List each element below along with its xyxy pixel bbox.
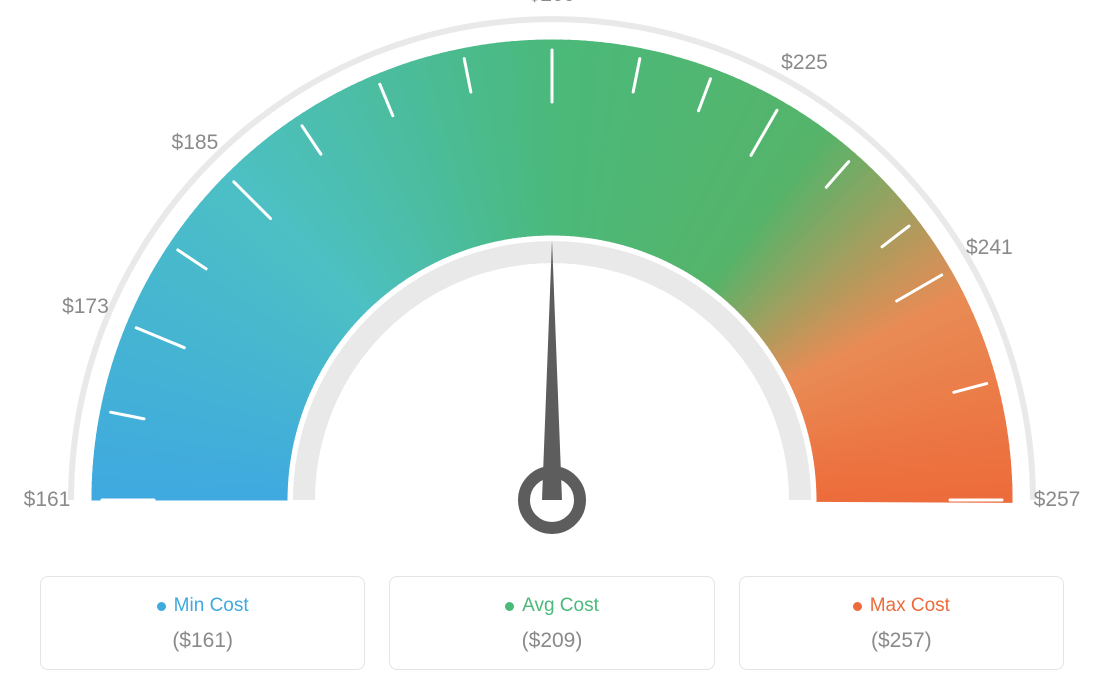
legend-title-min: Min Cost bbox=[157, 595, 249, 617]
legend-title-label: Max Cost bbox=[870, 595, 950, 617]
gauge-tick-label: $185 bbox=[172, 131, 219, 155]
gauge-tick-label: $241 bbox=[966, 236, 1013, 260]
gauge-svg bbox=[0, 0, 1104, 560]
legend-value-min: ($161) bbox=[51, 629, 354, 653]
gauge-chart: $161 $173 $185 $209 $225 $241 $257 bbox=[0, 0, 1104, 560]
dot-icon bbox=[157, 602, 166, 611]
legend-title-label: Avg Cost bbox=[522, 595, 599, 617]
gauge-tick-label: $209 bbox=[529, 0, 576, 7]
legend-card-avg: Avg Cost ($209) bbox=[389, 576, 714, 670]
legend-value-max: ($257) bbox=[750, 629, 1053, 653]
legend-value-avg: ($209) bbox=[400, 629, 703, 653]
legend-title-avg: Avg Cost bbox=[505, 595, 599, 617]
legend-title-label: Min Cost bbox=[174, 595, 249, 617]
gauge-tick-label: $161 bbox=[24, 488, 71, 512]
legend-row: Min Cost ($161) Avg Cost ($209) Max Cost… bbox=[0, 576, 1104, 670]
dot-icon bbox=[853, 602, 862, 611]
legend-card-min: Min Cost ($161) bbox=[40, 576, 365, 670]
legend-title-max: Max Cost bbox=[853, 595, 950, 617]
gauge-tick-label: $225 bbox=[781, 51, 828, 75]
legend-card-max: Max Cost ($257) bbox=[739, 576, 1064, 670]
gauge-tick-label: $257 bbox=[1034, 488, 1081, 512]
dot-icon bbox=[505, 602, 514, 611]
gauge-tick-label: $173 bbox=[62, 295, 109, 319]
